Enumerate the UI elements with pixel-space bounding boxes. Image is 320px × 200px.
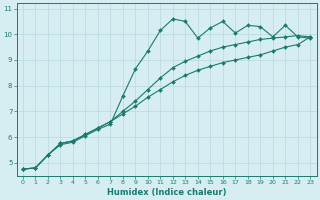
X-axis label: Humidex (Indice chaleur): Humidex (Indice chaleur) <box>107 188 226 197</box>
